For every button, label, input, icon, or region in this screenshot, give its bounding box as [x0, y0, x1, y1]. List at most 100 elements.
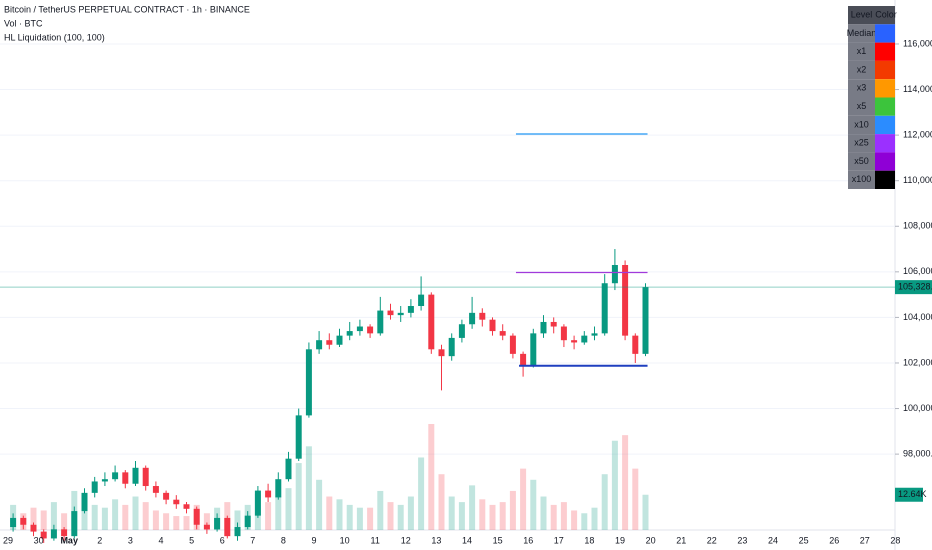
table-color-swatch	[875, 170, 895, 189]
volume-bar	[632, 468, 639, 530]
candle-body	[448, 337, 455, 357]
candle-body	[601, 283, 608, 334]
volume-bar	[285, 488, 292, 530]
candle-body	[346, 331, 353, 336]
x-tick-label: 24	[768, 535, 778, 545]
x-tick-label: 26	[829, 535, 839, 545]
table-header: Level	[851, 10, 873, 20]
overlay-layer	[0, 133, 895, 367]
volume-bar	[601, 474, 608, 530]
x-tick-label: 9	[311, 535, 316, 545]
volume-bar	[30, 507, 37, 530]
candle-body	[489, 319, 496, 332]
volume-bar	[203, 513, 210, 530]
table-level-cell	[848, 97, 875, 116]
candle-body	[112, 472, 119, 480]
candle-body	[591, 333, 598, 336]
x-tick-label: 7	[250, 535, 255, 545]
y-tick-label: 104,000.0	[903, 312, 932, 322]
x-tick-label: 16	[523, 535, 533, 545]
candle-body	[377, 310, 384, 334]
volume-bar	[489, 504, 496, 530]
volume-bar	[152, 510, 159, 530]
last-price-badge	[895, 280, 932, 295]
x-tick-label: 25	[799, 535, 809, 545]
indicator-label: HL Liquidation (100, 100)	[4, 32, 105, 42]
y-tick-label: 100,000.0	[903, 403, 932, 413]
volume-bar	[591, 507, 598, 530]
x-tick-label: 20	[646, 535, 656, 545]
candle-body	[581, 335, 588, 343]
volume-bar	[234, 510, 241, 530]
table-color-swatch	[875, 60, 895, 80]
volume-bar	[275, 496, 282, 530]
x-tick-label: 10	[340, 535, 350, 545]
volume-bar	[265, 502, 272, 530]
candle-body	[397, 312, 404, 316]
volume-bar	[316, 479, 323, 530]
volume-bar	[91, 504, 98, 530]
table-level-cell	[848, 134, 875, 153]
table-color-swatch	[875, 79, 895, 98]
candle-body	[622, 265, 629, 336]
candle-layer	[10, 249, 649, 543]
volume-bar	[50, 502, 57, 530]
x-tick-label: 8	[281, 535, 286, 545]
candle-body	[152, 486, 159, 493]
table-level-cell	[848, 170, 875, 189]
candle-body	[142, 467, 149, 487]
last-price-label: 105,328.5	[898, 282, 932, 292]
table-header: Color	[875, 10, 897, 20]
volume-bar	[418, 457, 425, 530]
x-tick-label: 2	[97, 535, 102, 545]
x-tick-label: 17	[554, 535, 564, 545]
x-tick-label: 27	[860, 535, 870, 545]
x-tick-label: 6	[220, 535, 225, 545]
candle-body	[550, 321, 557, 327]
last-volume-badge	[895, 487, 923, 502]
x-tick-label: 19	[615, 535, 625, 545]
y-tick-label: 106,000.0	[903, 266, 932, 276]
candle-body	[499, 331, 506, 336]
x-tick-label: May	[60, 535, 78, 545]
x-tick-label: 21	[676, 535, 686, 545]
volume-bar	[530, 479, 537, 530]
candle-body	[183, 504, 190, 509]
volume-bar	[173, 516, 180, 530]
candle-body	[316, 340, 323, 350]
candle-body	[407, 306, 414, 313]
grid	[0, 43, 895, 455]
table-level: x100	[852, 174, 872, 184]
volume-bar	[356, 507, 363, 530]
candle-body	[387, 310, 394, 316]
table-level: x1	[857, 46, 867, 56]
volume-bar	[122, 504, 129, 530]
volume-bar	[112, 499, 119, 530]
table-level-cell	[848, 42, 875, 61]
volume-bar	[458, 502, 465, 530]
indicator-label: Vol · BTC	[4, 18, 43, 28]
volume-bar	[336, 499, 343, 530]
volume-bar	[377, 490, 384, 530]
volume-bar	[142, 502, 149, 530]
candle-body	[234, 527, 241, 537]
volume-bar	[326, 496, 333, 530]
table-color-swatch	[875, 97, 895, 116]
volume-bar	[479, 499, 486, 530]
x-tick-label: 29	[3, 535, 13, 545]
volume-bar	[560, 502, 567, 530]
candle-body	[520, 353, 527, 366]
volume-bar	[367, 507, 374, 530]
volume-bar	[448, 496, 455, 530]
table-level: x25	[854, 138, 869, 148]
volume-bar	[387, 502, 394, 530]
candle-body	[356, 326, 363, 332]
candle-body	[61, 529, 68, 537]
candle-body	[571, 340, 578, 343]
candle-body	[132, 467, 139, 484]
candle-body	[20, 517, 27, 525]
candle-body	[336, 335, 343, 345]
candle-body	[101, 479, 108, 482]
candle-body	[275, 479, 282, 498]
table-level-cell	[848, 115, 875, 135]
